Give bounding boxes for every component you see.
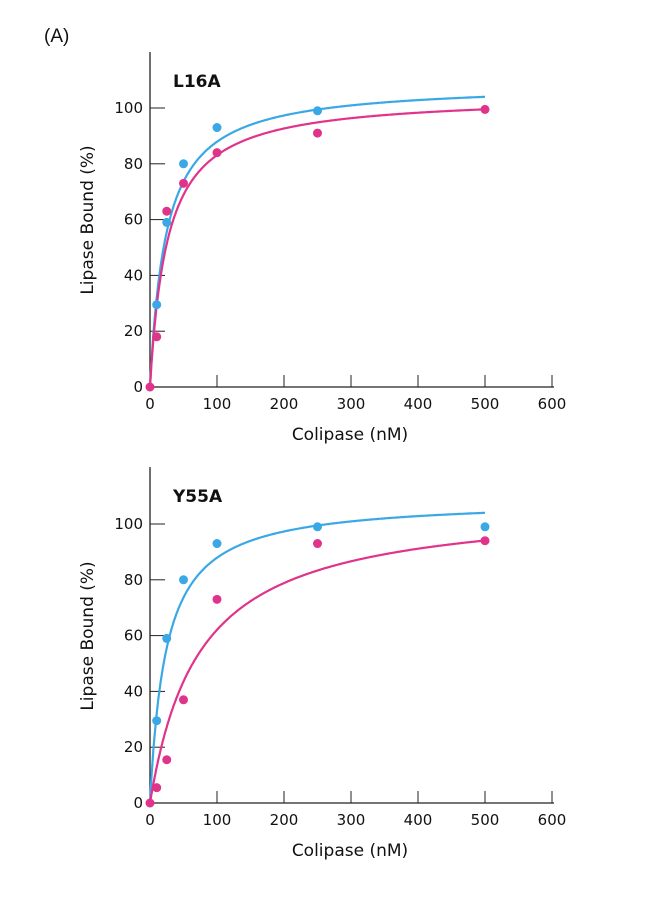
data-point-series-0 xyxy=(179,159,188,169)
chart-title: Y55A xyxy=(172,487,223,507)
x-tick-label: 500 xyxy=(471,395,500,413)
panel-label: (A) xyxy=(44,26,69,47)
y-tick-label: 40 xyxy=(124,266,143,284)
data-point-series-0 xyxy=(162,217,172,227)
y-tick-label: 100 xyxy=(114,99,143,117)
y-axis-title: Lipase Bound (%) xyxy=(78,561,98,710)
data-point-series-0 xyxy=(212,539,222,549)
y-axis-title: Lipase Bound (%) xyxy=(78,145,98,294)
y-tick-label: 20 xyxy=(124,322,143,340)
data-point-series-1 xyxy=(179,695,188,705)
data-point-series-1 xyxy=(480,104,490,114)
fit-curve-series-1 xyxy=(148,539,486,804)
fit-curve-series-0 xyxy=(148,511,485,804)
data-point-series-1 xyxy=(212,594,222,604)
y-tick-label: 40 xyxy=(124,682,143,700)
data-point-series-0 xyxy=(313,106,322,116)
x-tick-label: 600 xyxy=(538,811,567,829)
x-axis-title: Colipase (nM) xyxy=(292,841,408,861)
y-tick-label: 60 xyxy=(124,211,143,229)
y-tick-label: 80 xyxy=(124,155,143,173)
y-tick-label: 60 xyxy=(124,627,143,645)
y-tick-label: 20 xyxy=(124,738,143,756)
chart-y55a: Y55A Colipase (nM) Lipase Bound (%) 0 100… xyxy=(78,467,566,861)
data-point-series-1 xyxy=(162,755,172,765)
x-tick-label: 0 xyxy=(145,811,155,829)
x-tick-label: 300 xyxy=(337,811,366,829)
x-tick-label: 600 xyxy=(538,395,567,413)
data-point-series-1 xyxy=(313,539,322,549)
data-point-series-0 xyxy=(212,123,222,133)
y-tick-label: 0 xyxy=(133,378,143,396)
data-point-series-1 xyxy=(152,783,162,793)
x-axis-title: Colipase (nM) xyxy=(292,425,408,445)
data-point-series-1 xyxy=(145,382,155,392)
fit-curve-series-0 xyxy=(148,95,485,388)
x-tick-label: 300 xyxy=(337,395,366,413)
x-tick-label: 200 xyxy=(270,395,299,413)
y-tick-label: 100 xyxy=(114,515,143,533)
data-point-series-1 xyxy=(145,798,155,808)
x-tick-label: 400 xyxy=(404,395,433,413)
data-point-series-1 xyxy=(313,128,322,138)
x-tick-label: 400 xyxy=(404,811,433,829)
data-point-series-1 xyxy=(162,206,172,216)
data-point-series-0 xyxy=(162,633,172,643)
data-point-series-0 xyxy=(313,522,322,532)
chart-l16a: L16A Colipase (nM) Lipase Bound (%) 0 100… xyxy=(78,52,566,445)
x-tick-label: 200 xyxy=(270,811,299,829)
data-point-series-1 xyxy=(212,148,222,158)
data-point-series-0 xyxy=(152,300,162,310)
fit-curve-series-1 xyxy=(148,108,486,388)
chart-title: L16A xyxy=(173,72,221,92)
x-tick-label: 500 xyxy=(471,811,500,829)
y-tick-label: 0 xyxy=(133,794,143,812)
y-tick-label: 80 xyxy=(124,571,143,589)
x-tick-label: 100 xyxy=(203,395,232,413)
data-point-series-1 xyxy=(480,536,490,546)
x-tick-label: 0 xyxy=(145,395,155,413)
data-point-series-1 xyxy=(179,178,188,188)
data-point-series-1 xyxy=(152,332,162,342)
x-tick-label: 100 xyxy=(203,811,232,829)
data-point-series-0 xyxy=(179,575,188,585)
data-point-series-0 xyxy=(152,716,162,726)
data-point-series-0 xyxy=(480,522,490,532)
